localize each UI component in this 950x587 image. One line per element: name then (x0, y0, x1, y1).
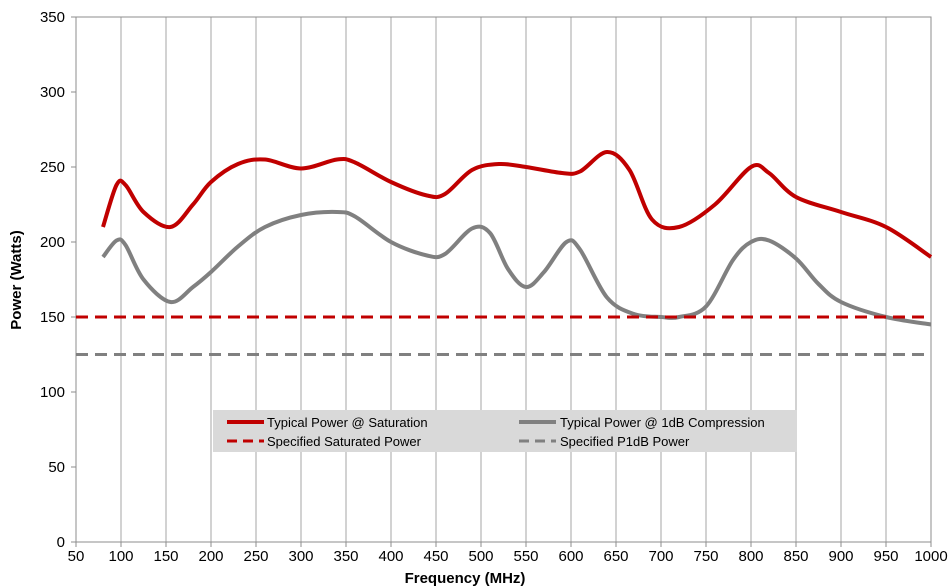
y-tick-label-250: 250 (40, 159, 65, 176)
x-tick-label-200: 200 (198, 548, 223, 565)
x-tick-label-600: 600 (558, 548, 583, 565)
y-tick-label-200: 200 (40, 234, 65, 251)
x-tick-label-150: 150 (153, 548, 178, 565)
x-tick-label-500: 500 (468, 548, 493, 565)
x-tick-label-100: 100 (108, 548, 133, 565)
x-tick-label-450: 450 (423, 548, 448, 565)
x-tick-label-250: 250 (243, 548, 268, 565)
x-tick-label-300: 300 (288, 548, 313, 565)
legend-label-specified-p1db: Specified P1dB Power (560, 434, 690, 449)
y-tick-label-350: 350 (40, 9, 65, 26)
x-tick-label-650: 650 (603, 548, 628, 565)
x-axis-ticks: 50 100 150 200 250 300 350 400 450 500 550 600 650 70… (68, 542, 948, 565)
x-tick-label-1000: 1000 (914, 548, 947, 565)
y-tick-label-50: 50 (48, 459, 65, 476)
x-tick-label-50: 50 (68, 548, 85, 565)
y-tick-label-150: 150 (40, 309, 65, 326)
legend-background (213, 410, 797, 452)
x-axis-title: Frequency (MHz) (405, 570, 526, 587)
legend-label-1db-compression: Typical Power @ 1dB Compression (560, 415, 765, 430)
x-tick-label-950: 950 (873, 548, 898, 565)
series-saturation-line (101, 150, 933, 259)
x-tick-label-350: 350 (333, 548, 358, 565)
x-tick-label-550: 550 (513, 548, 538, 565)
x-tick-label-750: 750 (693, 548, 718, 565)
x-tick-label-850: 850 (783, 548, 808, 565)
x-tick-label-800: 800 (738, 548, 763, 565)
y-axis-title: Power (Watts) (8, 230, 25, 329)
x-tick-label-400: 400 (378, 548, 403, 565)
y-tick-label-100: 100 (40, 384, 65, 401)
y-tick-label-300: 300 (40, 84, 65, 101)
series-1db-compression-line (101, 209, 932, 327)
legend: Typical Power @ Saturation Typical Power… (213, 410, 797, 452)
x-tick-label-900: 900 (828, 548, 853, 565)
y-tick-label-0: 0 (57, 534, 65, 551)
vertical-gridlines (75, 17, 932, 542)
y-axis-ticks: 0 50 100 150 200 250 300 350 (40, 9, 76, 551)
x-tick-label-700: 700 (648, 548, 673, 565)
plot-area-frame (75, 16, 932, 543)
series-layer (76, 150, 933, 356)
legend-label-specified-saturated: Specified Saturated Power (267, 434, 422, 449)
legend-label-saturation: Typical Power @ Saturation (267, 415, 428, 430)
